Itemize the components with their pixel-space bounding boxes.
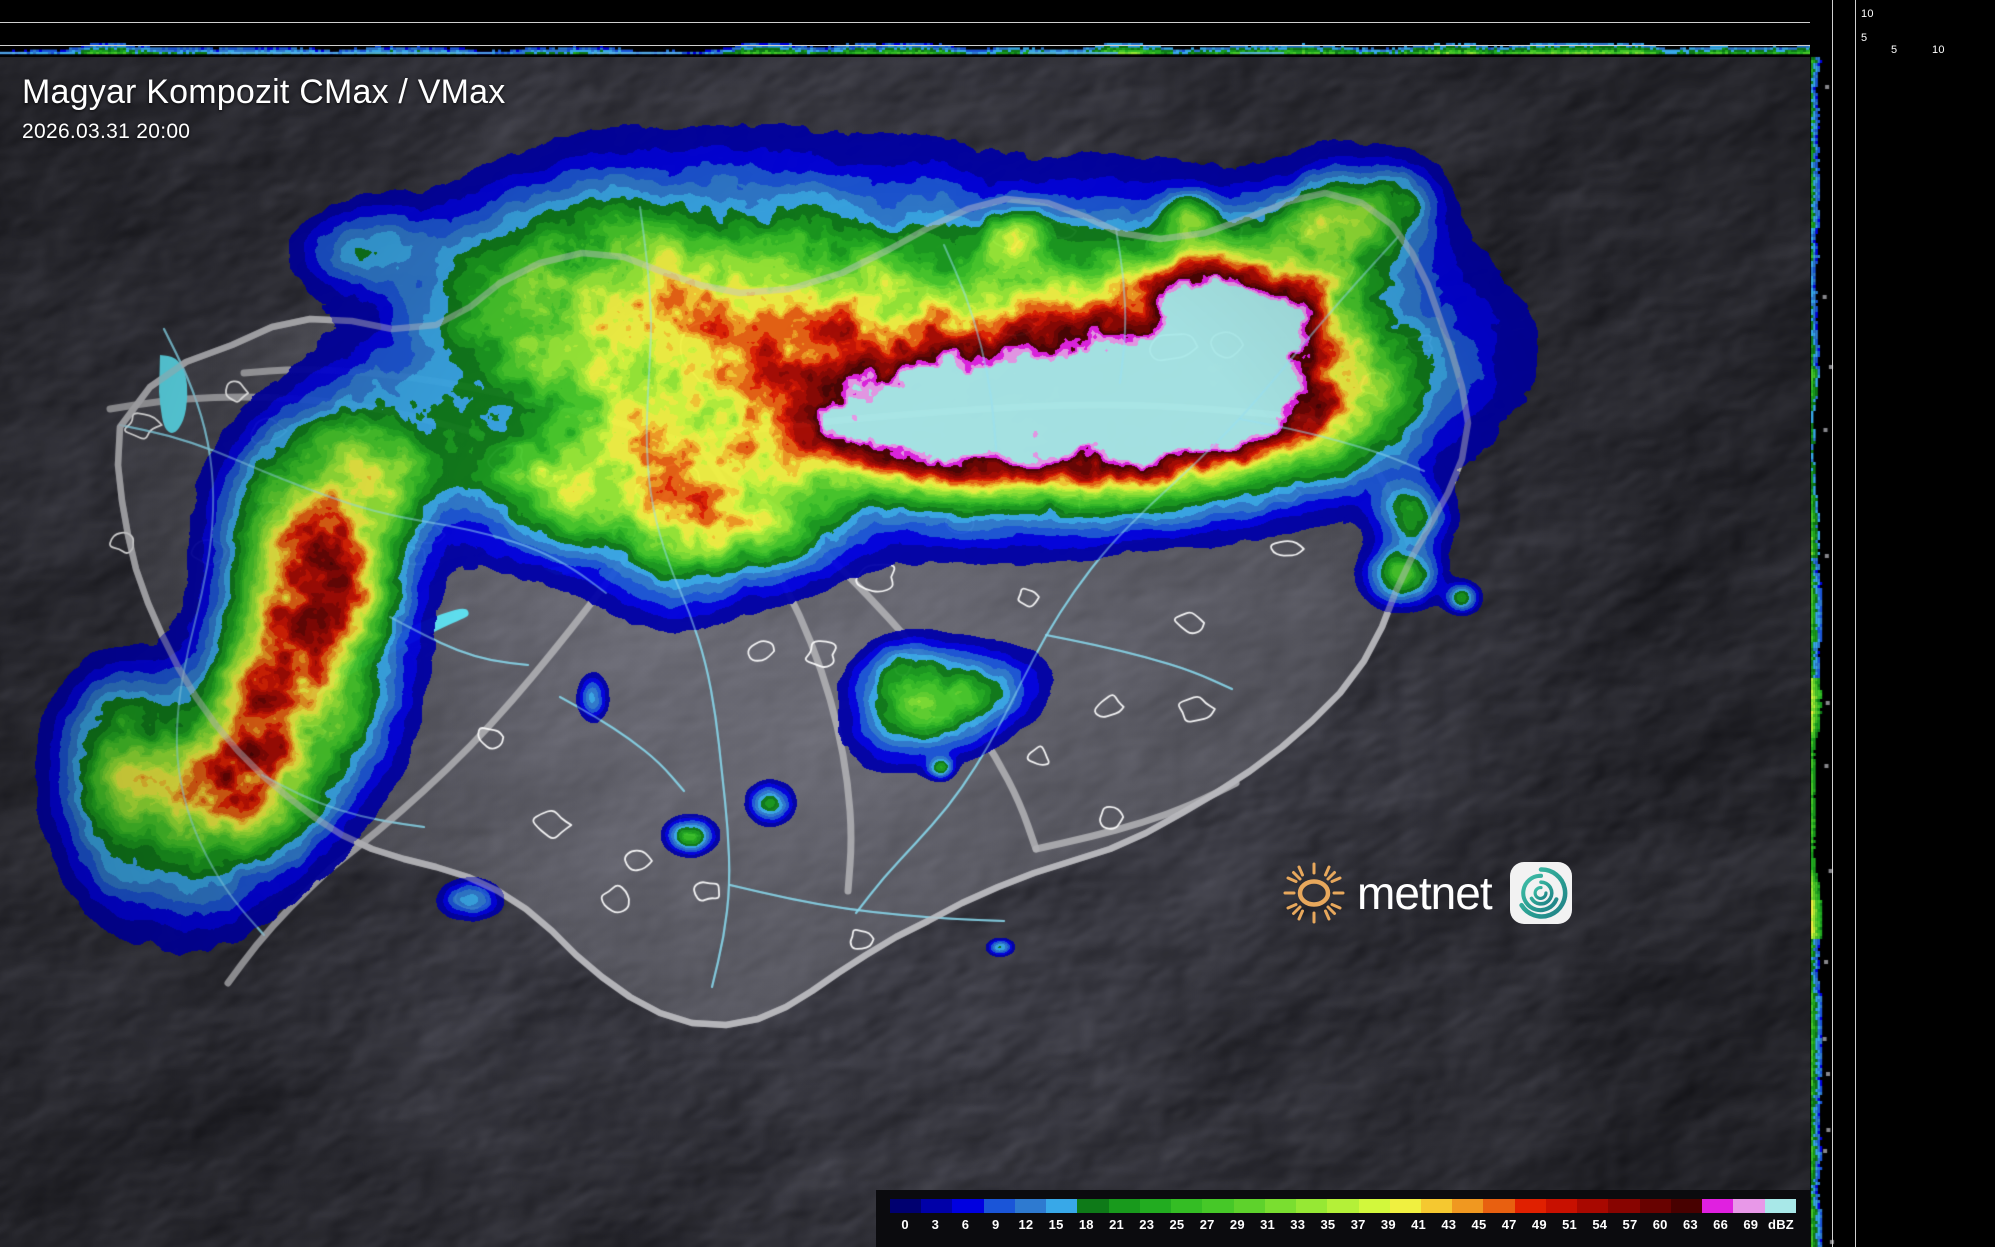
dbz-swatch-1 [921,1199,953,1213]
dbz-tick-9: 9 [991,1217,1000,1232]
dbz-swatch-28 [1764,1199,1796,1213]
vmax-right-gridline-a [1832,0,1833,1247]
vmax-top-gridline-5 [0,45,1810,46]
dbz-tick-69: 69 [1743,1217,1759,1232]
dbz-swatch-5 [1046,1199,1078,1213]
vmax-top-canvas [0,0,1810,57]
vmax-right-ylabel-10: 10 [1861,8,1874,20]
dbz-swatch-14 [1327,1199,1359,1213]
dbz-tick-25: 25 [1169,1217,1185,1232]
dbz-swatch-9 [1171,1199,1203,1213]
dbz-tick-3: 3 [931,1217,940,1232]
dbz-tick-66: 66 [1713,1217,1729,1232]
vmax-top-gridline-10 [0,22,1810,23]
dbz-tick-49: 49 [1531,1217,1547,1232]
dbz-tick-18: 18 [1078,1217,1094,1232]
dbz-tick-12: 12 [1018,1217,1034,1232]
dbz-swatch-10 [1202,1199,1234,1213]
vmax-right-xlabel-10: 10 [1932,44,1945,56]
dbz-swatch-24 [1639,1199,1671,1213]
vmax-right-xlabel-5: 5 [1891,44,1898,56]
dbz-swatch-12 [1264,1199,1297,1213]
dbz-tick-57: 57 [1622,1217,1638,1232]
dbz-color-scale: 0 3 6 9 12 15 18 21 23 25 27 29 31 33 35 37 39 41 43 45 47 49… [876,1190,1810,1247]
dbz-color-bar [890,1199,1796,1213]
dbz-swatch-25 [1670,1199,1703,1213]
dbz-swatch-3 [983,1199,1015,1213]
dbz-unit-label: dBZ [1768,1217,1794,1232]
dbz-swatch-21 [1545,1199,1578,1213]
dbz-swatch-16 [1389,1199,1421,1213]
title-block: Magyar Kompozit CMax / VMax 2026.03.31 2… [22,72,505,146]
dbz-tick-21: 21 [1109,1217,1124,1232]
dbz-swatch-13 [1296,1199,1328,1213]
logo-wordmark: metnet [1357,867,1493,919]
dbz-swatch-20 [1514,1199,1546,1213]
dbz-swatch-26 [1702,1199,1734,1213]
spiral-app-icon[interactable] [1509,862,1572,924]
dbz-tick-29: 29 [1229,1217,1245,1232]
radar-map-canvas[interactable] [0,57,1810,1247]
page-title: Magyar Kompozit CMax / VMax [22,73,506,111]
dbz-tick-labels: 0 3 6 9 12 15 18 21 23 25 27 29 31 33 35 37 39 41 43 45 47 49… [890,1216,1796,1233]
dbz-swatch-0 [890,1199,922,1213]
vmax-right-canvas [1810,0,1995,1247]
vmax-right-panel: 10 5 5 10 [1810,0,1995,1247]
dbz-tick-37: 37 [1350,1217,1366,1232]
dbz-tick-23: 23 [1139,1217,1155,1232]
dbz-swatch-27 [1733,1199,1765,1213]
dbz-swatch-6 [1077,1199,1109,1213]
metnet-logo[interactable]: metnet [1283,862,1572,924]
dbz-tick-54: 54 [1592,1217,1608,1232]
dbz-tick-35: 35 [1320,1217,1336,1232]
dbz-tick-47: 47 [1501,1217,1517,1232]
dbz-swatch-8 [1139,1199,1172,1213]
dbz-swatch-7 [1108,1199,1140,1213]
dbz-tick-60: 60 [1652,1217,1668,1232]
vmax-top-panel [0,0,1810,57]
dbz-tick-33: 33 [1290,1217,1306,1232]
dbz-tick-63: 63 [1682,1217,1698,1232]
dbz-tick-15: 15 [1048,1217,1064,1232]
dbz-swatch-4 [1014,1199,1047,1213]
dbz-swatch-19 [1483,1199,1515,1213]
dbz-swatch-22 [1577,1199,1609,1213]
dbz-tick-0: 0 [901,1217,909,1232]
dbz-swatch-15 [1358,1199,1390,1213]
dbz-tick-45: 45 [1471,1217,1487,1232]
dbz-tick-51: 51 [1562,1217,1577,1232]
dbz-tick-27: 27 [1199,1217,1215,1232]
dbz-tick-39: 39 [1380,1217,1396,1232]
vmax-right-gridline-b [1855,0,1856,1247]
timestamp-label: 2026.03.31 20:00 [22,120,191,143]
dbz-swatch-17 [1420,1199,1453,1213]
dbz-tick-31: 31 [1260,1217,1275,1232]
dbz-tick-6: 6 [961,1217,970,1232]
dbz-tick-41: 41 [1411,1217,1426,1232]
dbz-swatch-11 [1233,1199,1265,1213]
dbz-swatch-18 [1452,1199,1484,1213]
dbz-tick-43: 43 [1441,1217,1457,1232]
sun-icon [1283,862,1345,924]
dbz-swatch-2 [952,1199,984,1213]
dbz-swatch-23 [1608,1199,1640,1213]
vmax-right-ylabel-5: 5 [1861,32,1868,44]
radar-map[interactable] [0,57,1810,1247]
